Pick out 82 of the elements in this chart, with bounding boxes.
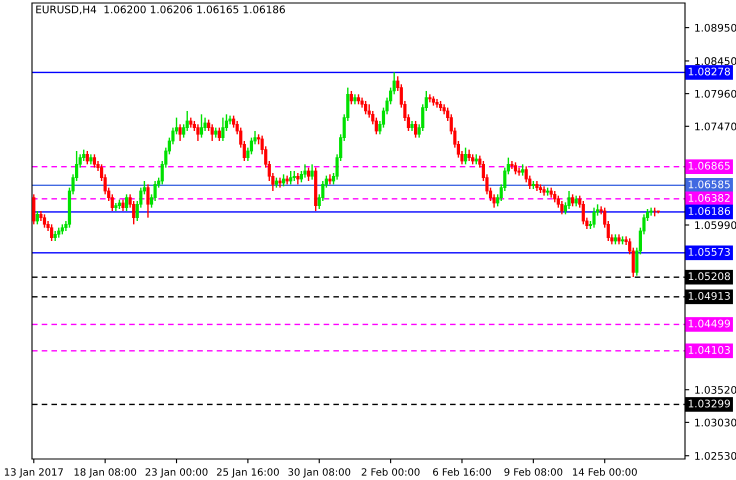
ref-line-label: 1.04103 [688,346,730,354]
x-tick-label: 30 Jan 08:00 [288,468,350,478]
ref-line-label: 1.06865 [688,162,730,170]
candlestick [303,164,307,178]
x-tick-label: 13 Jan 2017 [4,468,63,478]
candlestick [292,170,296,182]
candlestick [471,154,474,166]
candlestick [54,230,57,242]
candlestick [210,124,214,142]
candlestick [328,174,332,186]
candlestick [278,176,282,188]
candlestick [614,234,618,246]
y-tick-label: 1.07960 [695,90,736,98]
candlestick [274,176,278,188]
candlestick [178,124,182,142]
candlestick [196,124,200,142]
candlestick [553,190,556,204]
candlestick [535,180,539,192]
candlestick [282,174,286,188]
candlestick [296,172,300,186]
x-tick-label: 23 Jan 00:00 [146,468,208,478]
candlestick [221,116,225,142]
candlestick [32,194,36,226]
candlestick [432,96,436,106]
candlestick [57,226,60,238]
candlestick [617,234,621,246]
ref-line-label: 1.05573 [688,248,730,256]
x-tick-label: 14 Feb 00:00 [573,468,637,476]
candlestick [410,120,414,132]
candlestick [464,146,468,166]
candlestick [218,126,221,142]
chart-title: EURUSD,H4 1.06200 1.06206 1.06165 1.06186 [36,5,285,14]
y-tick-label: 1.03520 [695,386,736,394]
candlestick [89,154,92,166]
candlestick [92,154,96,168]
candlestick [574,194,578,208]
candlestick [60,224,64,236]
y-tick-label: 1.07470 [695,122,736,130]
candlestick [214,126,218,138]
candlestick [86,150,89,166]
candlestick [514,162,518,176]
candlestick [306,166,310,182]
candlestick [592,206,596,228]
candlestick [550,186,553,198]
ref-line-label: 1.06382 [688,194,730,202]
candlestick [571,194,574,208]
y-tick-label: 1.08450 [695,57,736,66]
candlestick [353,94,357,105]
candlestick [468,148,471,162]
candlestick [200,114,204,138]
candlestick [350,90,353,105]
ref-line-label: 1.03299 [688,400,730,408]
ref-line-label: 1.04913 [688,292,730,300]
ref-line-label: 1.06186 [688,207,730,215]
x-tick-label: 18 Jan 08:00 [74,468,136,478]
y-tick-label: 1.03030 [695,418,736,426]
candlestick [474,154,478,166]
candlestick [189,116,192,128]
ref-line-label: 1.04499 [688,320,730,328]
candlestick [289,170,292,186]
candlestick [36,210,39,226]
candlestick [50,224,54,242]
candlestick [364,100,368,115]
candlestick [118,198,122,210]
candlestick [310,164,314,180]
y-tick-label: 1.08950 [695,24,736,32]
candlestick [121,198,125,212]
candlestick [414,120,418,138]
ref-line-label: 1.05208 [688,272,730,280]
candlestick [438,100,442,112]
x-tick-label: 9 Feb 08:00 [504,468,562,476]
ref-line-label: 1.08278 [688,68,730,76]
x-tick-label: 25 Jan 16:00 [216,468,279,478]
x-tick-label: 2 Feb 00:00 [362,468,420,476]
candlestick [42,214,46,228]
candlestick [356,94,360,105]
candlestick [146,184,150,218]
y-tick-label: 1.05990 [695,221,736,230]
candlestick [124,194,128,212]
y-tick-label: 1.02530 [695,452,736,460]
x-tick-label: 6 Feb 16:00 [433,468,491,476]
ref-line-label: 1.06585 [688,180,730,188]
